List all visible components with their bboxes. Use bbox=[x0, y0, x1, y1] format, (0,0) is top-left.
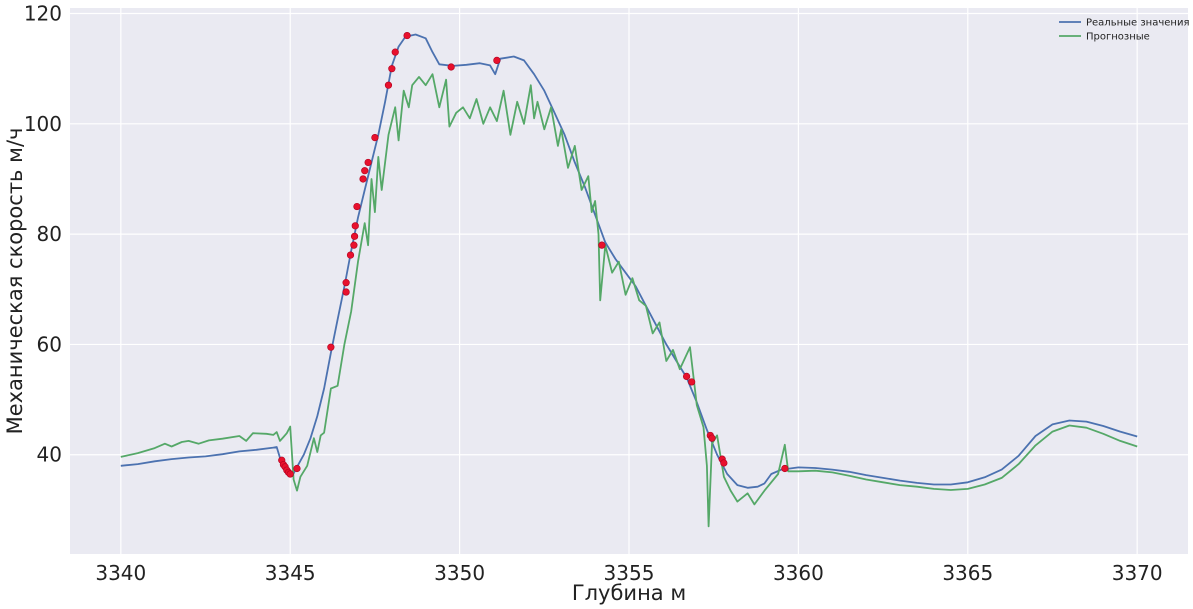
marker-point bbox=[361, 167, 369, 175]
series-line-2 bbox=[120, 73, 1138, 528]
marker-point bbox=[293, 464, 301, 473]
x-tick-label: 3365 bbox=[942, 561, 993, 585]
marker-point bbox=[346, 251, 355, 259]
marker-point bbox=[384, 81, 393, 89]
marker-point bbox=[342, 279, 350, 287]
marker-point bbox=[286, 470, 294, 478]
grid bbox=[70, 8, 1188, 554]
y-tick-label: 40 bbox=[37, 443, 62, 467]
x-axis-label: Глубина м bbox=[572, 581, 686, 605]
y-tick-label: 120 bbox=[24, 2, 62, 26]
y-axis-label: Механическая скорость м/ч bbox=[3, 128, 27, 435]
x-tick-label: 3355 bbox=[604, 561, 655, 585]
y-tick-label: 80 bbox=[37, 222, 62, 246]
marker-point bbox=[720, 459, 728, 467]
marker-point bbox=[353, 202, 361, 211]
marker-point bbox=[598, 241, 606, 249]
x-tick-labels: 3340 3345 3350 3355 3360 3365 3370 bbox=[95, 561, 1162, 585]
marker-point bbox=[350, 241, 358, 249]
marker-point bbox=[403, 31, 411, 40]
marker-point bbox=[447, 63, 455, 71]
marker-point bbox=[708, 434, 716, 442]
marker-point bbox=[371, 134, 379, 142]
x-tick-label: 3360 bbox=[773, 561, 824, 585]
x-tick-label: 3340 bbox=[95, 561, 146, 585]
series-group bbox=[120, 33, 1138, 528]
x-tick-label: 3370 bbox=[1112, 561, 1163, 585]
legend-label-1: Реальные значения bbox=[1086, 18, 1189, 29]
marker-point bbox=[364, 158, 372, 167]
x-tick-label: 3350 bbox=[434, 561, 485, 585]
marker-point bbox=[388, 65, 396, 73]
legend-label-2: Прогнозные bbox=[1086, 32, 1150, 43]
y-tick-label: 60 bbox=[37, 332, 62, 356]
marker-point bbox=[391, 48, 399, 56]
series-line-1 bbox=[120, 33, 1138, 489]
y-tick-label: 100 bbox=[24, 112, 62, 136]
marker-point bbox=[781, 464, 789, 473]
marker-point bbox=[682, 372, 691, 381]
marker-point bbox=[688, 378, 696, 386]
marker-point bbox=[351, 222, 359, 230]
y-tick-labels: 40 60 80 100 120 bbox=[24, 2, 62, 467]
marker-point bbox=[359, 175, 367, 183]
markers-group bbox=[278, 31, 789, 478]
marker-point bbox=[327, 343, 335, 351]
legend: Реальные значения Прогнозные bbox=[1059, 18, 1189, 43]
marker-point bbox=[350, 232, 359, 240]
marker-point bbox=[493, 56, 501, 64]
marker-point bbox=[342, 288, 350, 296]
x-tick-label: 3345 bbox=[265, 561, 316, 585]
